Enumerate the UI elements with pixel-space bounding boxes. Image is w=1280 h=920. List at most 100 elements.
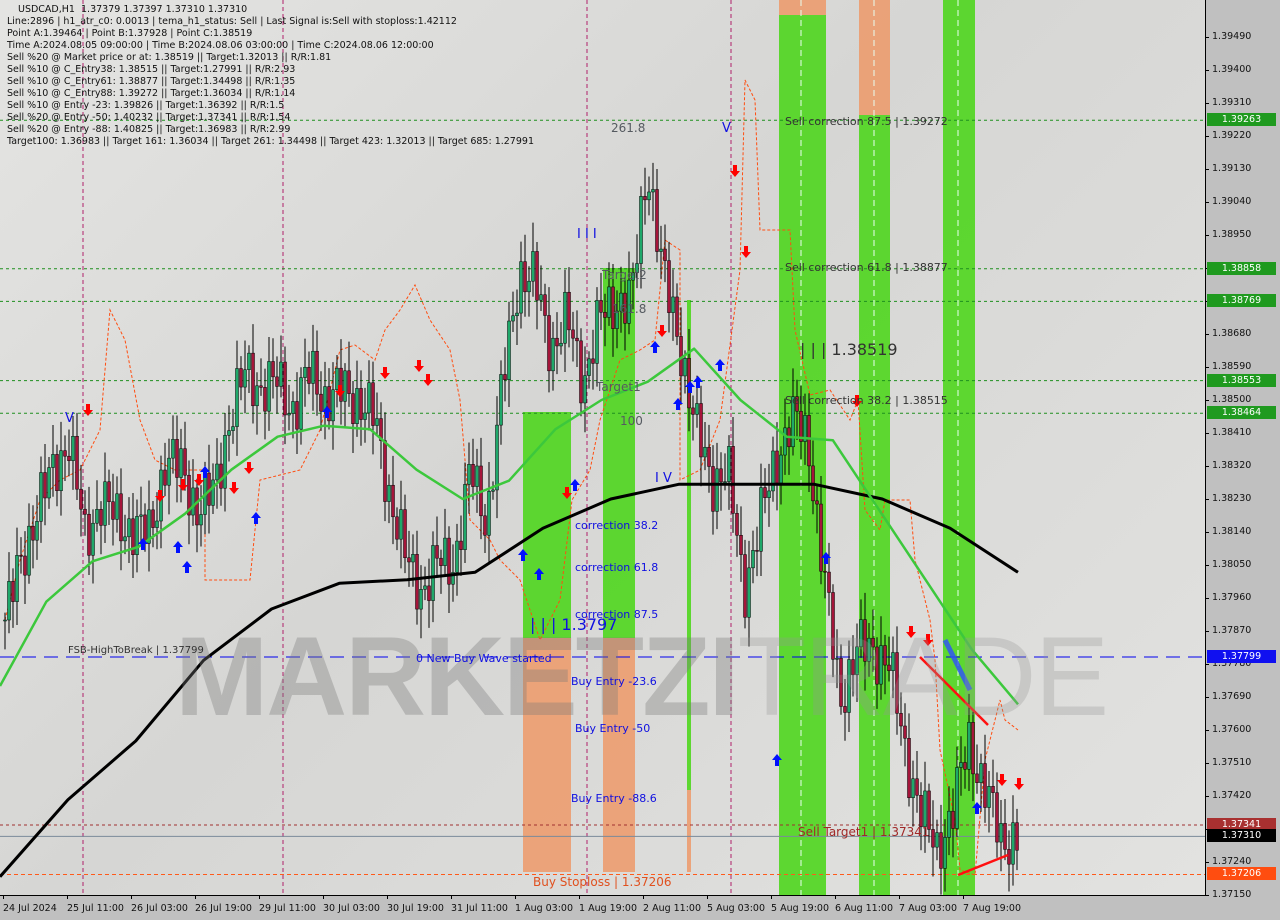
candle-body: [355, 388, 359, 424]
x-tick-label: 1 Aug 19:00: [579, 903, 638, 914]
candle-body: [463, 484, 467, 550]
x-tick-mark: [195, 895, 196, 899]
candle-body: [675, 296, 679, 337]
sell-arrow-icon: [423, 374, 433, 386]
point-c-label: | | | 1.38519: [800, 340, 898, 359]
candle-body: [927, 790, 931, 830]
candle-body: [863, 619, 867, 662]
candle-body: [331, 389, 335, 422]
sell-arrow-icon: [155, 490, 165, 502]
candle-body: [875, 646, 879, 685]
candle-body: [507, 320, 511, 380]
candle-body: [59, 450, 63, 492]
candle-body: [315, 350, 319, 395]
candle-body: [1007, 849, 1011, 865]
candle-body: [563, 291, 567, 344]
candle-body: [27, 525, 31, 576]
candle-body: [611, 286, 615, 329]
candle-body: [459, 540, 463, 550]
candle-body: [291, 401, 295, 414]
candle-body: [371, 382, 375, 426]
candle-body: [971, 722, 975, 775]
candle-body: [659, 248, 663, 252]
candle-body: [283, 361, 287, 416]
candle-body: [715, 468, 719, 512]
candle-body: [63, 450, 67, 457]
candle-body: [367, 382, 371, 414]
candle-body: [723, 481, 727, 483]
candle-body: [399, 509, 403, 540]
candle-body: [671, 296, 675, 313]
candle-body: [3, 619, 7, 622]
candle-body: [827, 571, 831, 593]
candle-body: [707, 446, 711, 467]
fib-261-label: 261.8: [611, 121, 646, 135]
x-tick-mark: [515, 895, 516, 899]
buy-arrow-icon: [200, 466, 210, 478]
price-chart[interactable]: MARKETZITRADE USDCAD,H1 1.37379 1.37397 …: [0, 0, 1206, 896]
candle-body: [535, 251, 539, 301]
info-line: Line:2896 | h1_atr_c0: 0.0013 | tema_h1_…: [7, 16, 457, 27]
candle-body: [695, 403, 699, 415]
candle-body: [175, 439, 179, 478]
x-tick-mark: [323, 895, 324, 899]
y-tick-label: 1.39220: [1212, 130, 1252, 141]
point-buy-label: | | | 1.3797: [530, 615, 618, 634]
candle-body: [751, 550, 755, 569]
orange-zone: [523, 638, 571, 872]
candle-body: [703, 446, 707, 458]
orange-zone: [687, 790, 691, 872]
candle-body: [1003, 823, 1007, 850]
watermark-logo: MARKETZITRADE: [175, 614, 1109, 739]
candle-body: [383, 440, 387, 502]
info-line: Sell %20 @ Entry -88: 1.40825 || Target:…: [7, 124, 291, 135]
candle-body: [143, 514, 147, 544]
candle-body: [223, 435, 227, 489]
buy-arrow-icon: [821, 552, 831, 564]
candle-body: [931, 829, 935, 848]
price-tag-current: 1.37310: [1207, 829, 1276, 843]
candle-body: [231, 426, 235, 431]
candle-body: [359, 388, 363, 420]
info-line: Sell %20 @ Entry -50: 1.40232 || Target:…: [7, 112, 291, 123]
candle-body: [327, 386, 331, 422]
x-tick-mark: [451, 895, 452, 899]
candle-body: [739, 535, 743, 555]
candle-body: [99, 509, 103, 526]
correction-875-label: correction 87.5: [575, 608, 659, 621]
y-tick-label: 1.37600: [1212, 724, 1252, 735]
candle-body: [823, 570, 827, 573]
candle-body: [23, 555, 27, 576]
y-tick-label: 1.38140: [1212, 526, 1252, 537]
candle-body: [731, 446, 735, 514]
y-tick-mark: [1205, 466, 1209, 467]
candle-body: [451, 572, 455, 585]
buy-arrow-icon: [570, 479, 580, 491]
slow-moving-average: [0, 482, 1019, 878]
y-tick-mark: [1205, 235, 1209, 236]
candle-body: [447, 537, 451, 585]
y-tick-mark: [1205, 169, 1209, 170]
candle-body: [591, 358, 595, 364]
candle-body: [419, 589, 423, 610]
candle-body: [131, 518, 135, 555]
candle-body: [883, 645, 887, 666]
y-tick-label: 1.39040: [1212, 196, 1252, 207]
x-tick-label: 24 Jul 2024: [3, 903, 57, 914]
buy-arrow-icon: [518, 549, 528, 561]
x-tick-label: 25 Jul 11:00: [67, 903, 124, 914]
candle-body: [183, 448, 187, 476]
sell-arrow-icon: [414, 360, 424, 372]
candle-body: [915, 778, 919, 796]
sell-arrow-icon: [194, 474, 204, 486]
x-tick-label: 30 Jul 03:00: [323, 903, 380, 914]
candle-body: [879, 645, 883, 685]
candle-body: [67, 455, 71, 461]
candle-body: [795, 396, 799, 412]
candle-body: [947, 810, 951, 838]
candle-body: [779, 454, 783, 484]
y-tick-mark: [1205, 631, 1209, 632]
y-tick-mark: [1205, 400, 1209, 401]
info-line: Sell %20 @ Market price or at: 1.38519 |…: [7, 52, 332, 63]
buy-arrow-icon: [693, 376, 703, 388]
